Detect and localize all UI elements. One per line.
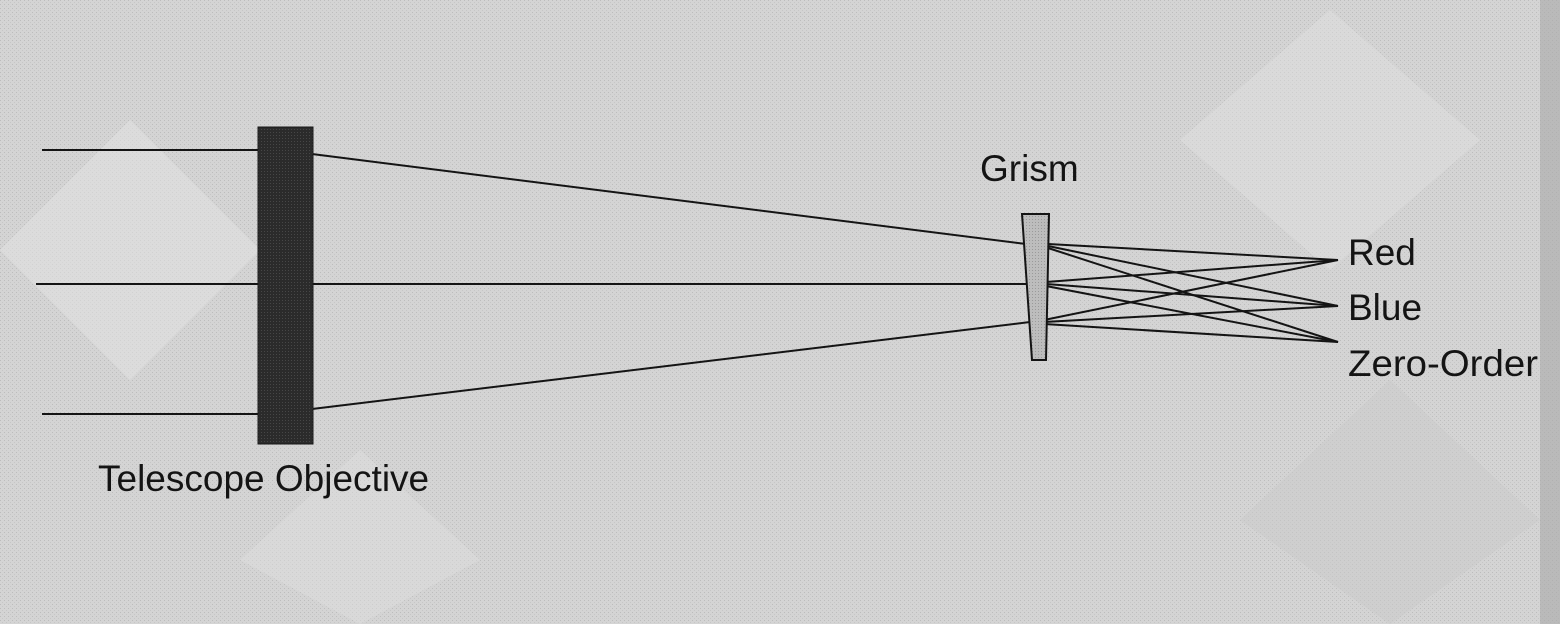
zero-order-label: Zero-Order — [1348, 343, 1538, 384]
dispersed-rays — [1043, 243, 1339, 343]
incoming-rays — [36, 149, 260, 415]
converging-rays — [311, 153, 1031, 410]
converging-ray-bottom — [311, 321, 1031, 410]
ray-bottom-to-zero-order — [1043, 323, 1339, 343]
telescope-objective-label: Telescope Objective — [98, 458, 429, 499]
telescope-objective — [257, 126, 314, 445]
red-label: Red — [1348, 232, 1416, 273]
background-diamond — [1240, 380, 1540, 624]
grism-label: Grism — [980, 148, 1079, 189]
background-diamond — [240, 450, 480, 624]
background-diamond — [0, 120, 260, 380]
converging-ray-top — [311, 153, 1027, 245]
ray-top-to-blue — [1047, 245, 1339, 307]
blue-label: Blue — [1348, 287, 1422, 328]
ray-top-to-red — [1047, 243, 1339, 261]
background-diamond — [1180, 10, 1480, 270]
grism-prism — [1020, 213, 1051, 361]
right-edge-shadow — [1540, 0, 1560, 624]
ray-bottom-to-red — [1043, 259, 1339, 321]
ray-bottom-to-blue — [1043, 305, 1339, 323]
ray-middle-to-red — [1045, 259, 1339, 283]
ray-middle-to-blue — [1045, 283, 1339, 307]
